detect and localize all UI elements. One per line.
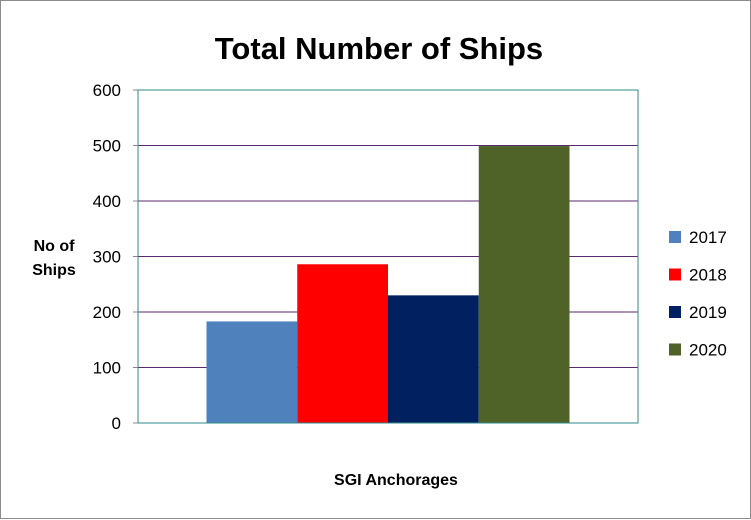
bar-2019: [388, 295, 479, 423]
legend-label-2020: 2020: [689, 341, 727, 360]
bar-2017: [206, 321, 298, 423]
legend-swatch-2018: [669, 268, 681, 281]
bar-2018: [297, 264, 388, 423]
x-axis-label: SGI Anchorages: [334, 472, 458, 489]
y-tick-label: 500: [93, 137, 121, 156]
y-tick-label: 0: [112, 414, 121, 433]
y-axis-label-line-1: No of: [34, 238, 76, 255]
y-tick-label: 200: [93, 303, 121, 322]
legend-swatch-2017: [669, 231, 681, 243]
legend-label-2017: 2017: [689, 228, 727, 247]
y-tick-label: 600: [93, 81, 121, 100]
legend: 2017 2018 2019 2020: [669, 228, 727, 360]
legend-label-2019: 2019: [689, 303, 727, 322]
bars: [206, 146, 570, 423]
legend-swatch-2020: [669, 343, 681, 356]
y-axis-ticks: 0 100 200 300 400 500 600: [93, 81, 138, 433]
bar-2020: [478, 146, 570, 423]
y-tick-label: 400: [93, 192, 121, 211]
y-axis-label-line-2: Ships: [32, 262, 76, 279]
legend-swatch-2019: [669, 306, 681, 318]
legend-label-2018: 2018: [689, 266, 727, 285]
y-tick-label: 300: [93, 248, 121, 267]
y-tick-label: 100: [93, 359, 121, 378]
chart-title: Total Number of Ships: [215, 31, 543, 66]
